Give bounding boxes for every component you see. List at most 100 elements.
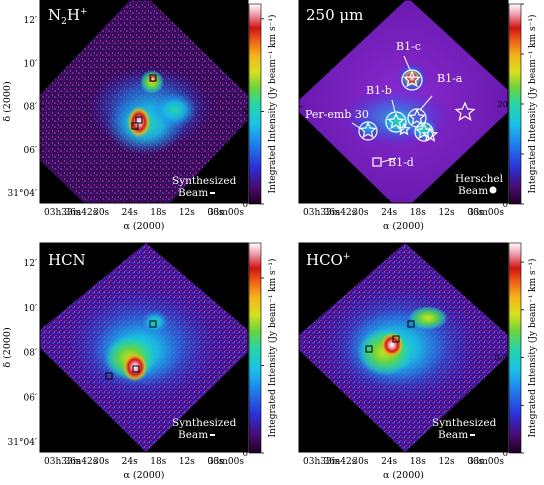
beam-label-line2: Beam — [438, 429, 468, 441]
ra-tick-label: 18s — [410, 457, 426, 467]
colorbar-tick-label: 0 — [243, 200, 248, 210]
colorbar-tick-label: 0 — [503, 200, 508, 210]
source-circle-b1c — [401, 69, 423, 91]
ra-tick-label: 06s — [207, 457, 223, 467]
colorbar-tick-label: 1 — [243, 362, 248, 372]
colorbar-tick-label: 40 — [497, 0, 508, 10]
ra-tick-label: 30s — [352, 208, 368, 218]
source-marker — [131, 122, 139, 130]
ra-tick-label: 36s — [324, 457, 340, 467]
colorbar — [508, 242, 522, 454]
ra-tick-label: 03h33m42s — [44, 208, 98, 218]
ra-tick-label: 06s — [467, 457, 483, 467]
star-icon — [407, 108, 427, 126]
emission-peak — [127, 106, 151, 138]
ra-tick-label: 24s — [122, 457, 138, 467]
axes-frame — [298, 0, 509, 204]
beam-ellipse — [210, 434, 215, 436]
source-label: B1-a — [437, 72, 463, 85]
ra-tick-label: 18s — [150, 457, 166, 467]
ra-axis-label: α (2000) — [383, 221, 424, 232]
colorbar-label: Integrated Intensity (Jy beam⁻¹ km s⁻¹) — [267, 258, 278, 437]
axes-frame — [298, 242, 509, 453]
colorbar — [248, 242, 262, 454]
source-marker — [365, 345, 373, 353]
source-marker — [132, 365, 140, 373]
source-marker — [149, 74, 157, 82]
beam-circle — [489, 186, 497, 194]
ra-tick-label: 36s — [324, 208, 340, 218]
panel-title: N2H+ — [48, 6, 88, 27]
dec-tick-label: 12′ — [24, 16, 38, 26]
axes-frame — [39, 0, 249, 204]
star-icon — [402, 70, 422, 88]
leader-line — [381, 157, 397, 163]
ra-tick-label: 24s — [381, 457, 397, 467]
emission-blob — [356, 118, 380, 138]
dec-tick-label: 10′ — [24, 59, 38, 69]
ra-tick-label: 30s — [352, 457, 368, 467]
ra-tick-label: 30s — [93, 208, 109, 218]
source-label: B1-c — [396, 40, 421, 53]
dec-tick-label: 06′ — [24, 393, 38, 403]
dec-tick-label: 08′ — [24, 349, 38, 359]
ra-axis-label: α (2000) — [123, 221, 164, 232]
panel-hcop: HCO+ Synthesized Beam — [298, 242, 522, 454]
ra-tick-label: 12s — [179, 457, 195, 467]
dec-axis-label: δ (2000) — [2, 81, 13, 121]
source-label: Per-emb 30 — [305, 108, 369, 121]
ra-tick-label: 03h33m42s — [303, 457, 357, 467]
colorbar-tick-label: 30 — [497, 50, 508, 60]
leader-line — [391, 99, 396, 113]
ra-axis-label: α (2000) — [123, 470, 164, 481]
dec-tick-label: 31°04′ — [8, 438, 37, 448]
star-icon — [454, 101, 476, 121]
ra-tick-label: 03h33m42s — [44, 457, 98, 467]
leader-line — [403, 55, 411, 71]
source-marker — [392, 335, 400, 343]
colorbar-tick-label: 0 — [243, 449, 248, 459]
axes-frame — [39, 242, 249, 453]
panel-title: 250 μm — [306, 6, 363, 24]
dec-tick-label: 10′ — [24, 304, 38, 314]
star-icon — [386, 112, 406, 130]
dec-tick-label: 31°04′ — [8, 189, 37, 199]
emission-peak — [380, 332, 404, 358]
colorbar-tick-label: 0.2 — [494, 401, 508, 411]
beam-label-line2: Beam — [458, 185, 488, 197]
colorbar — [508, 3, 522, 205]
colorbar — [248, 3, 262, 205]
dec-tick-label: 12′ — [24, 259, 38, 269]
source-label: B1-b — [366, 84, 392, 97]
ra-tick-label: 12s — [439, 457, 455, 467]
ra-tick-label: 24s — [122, 208, 138, 218]
ra-tick-label: 36s — [65, 208, 81, 218]
ra-tick-label: 33m00s — [208, 457, 244, 467]
panel-250um: B1-c B1-b B1-a Per-emb 30 B1-d 250 μm He… — [298, 0, 522, 205]
colorbar-tick-label: 0.4 — [494, 354, 508, 364]
star-icon — [358, 121, 378, 139]
beam-label-line2: Beam — [178, 429, 208, 441]
ra-tick-label: 03h33m42s — [303, 208, 357, 218]
panel-title: HCN — [48, 251, 86, 269]
emission-peak — [122, 352, 148, 382]
ra-tick-label: 06s — [207, 208, 223, 218]
emission-blob — [408, 306, 448, 330]
dec-tick-label: 08′ — [24, 103, 38, 113]
dec-tick-label: 06′ — [24, 146, 38, 156]
ra-tick-label: 33m00s — [468, 208, 504, 218]
ra-tick-label: 12s — [439, 208, 455, 218]
source-label: B1-d — [388, 156, 414, 169]
ra-tick-label: 18s — [150, 208, 166, 218]
ra-axis-label: α (2000) — [383, 470, 424, 481]
colorbar-tick-label: 0 — [503, 449, 508, 459]
beam-label-line2: Beam — [178, 187, 208, 199]
colorbar-tick-label: 0.6 — [494, 306, 508, 316]
star-icon — [396, 122, 412, 136]
ra-tick-label: 33m00s — [468, 457, 504, 467]
colorbar-tick-label: 10 — [497, 150, 508, 160]
source-marker — [149, 320, 157, 328]
ra-tick-label: 12s — [179, 208, 195, 218]
colorbar-tick-label: 2 — [243, 274, 248, 284]
